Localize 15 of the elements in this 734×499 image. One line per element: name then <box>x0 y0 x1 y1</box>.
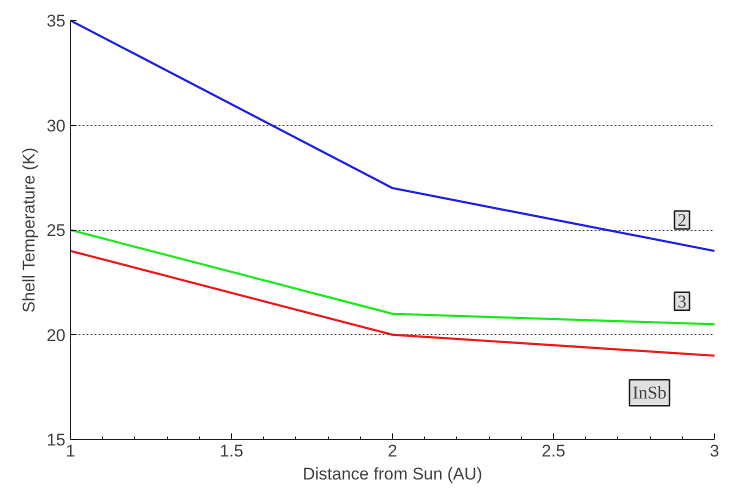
y-tick-label: 30 <box>46 116 66 136</box>
y-axis-title: Shell Temperature (K) <box>20 148 39 313</box>
x-axis-title: Distance from Sun (AU) <box>302 464 482 484</box>
series-label: 3 <box>678 291 686 312</box>
series-label: 2 <box>678 210 686 230</box>
y-tick-label: 15 <box>46 430 66 450</box>
y-tick-label: 35 <box>46 12 66 30</box>
x-tick-label: 1.5 <box>220 442 244 460</box>
y-tick-label: 25 <box>46 221 66 240</box>
x-tick-label: 2.5 <box>542 442 566 460</box>
x-tick-label: 1 <box>66 442 76 460</box>
series-label: InSb <box>632 382 667 403</box>
x-tick-label: 3 <box>710 442 720 460</box>
x-tick-label: 2 <box>388 442 398 460</box>
y-tick-label: 20 <box>46 326 66 345</box>
